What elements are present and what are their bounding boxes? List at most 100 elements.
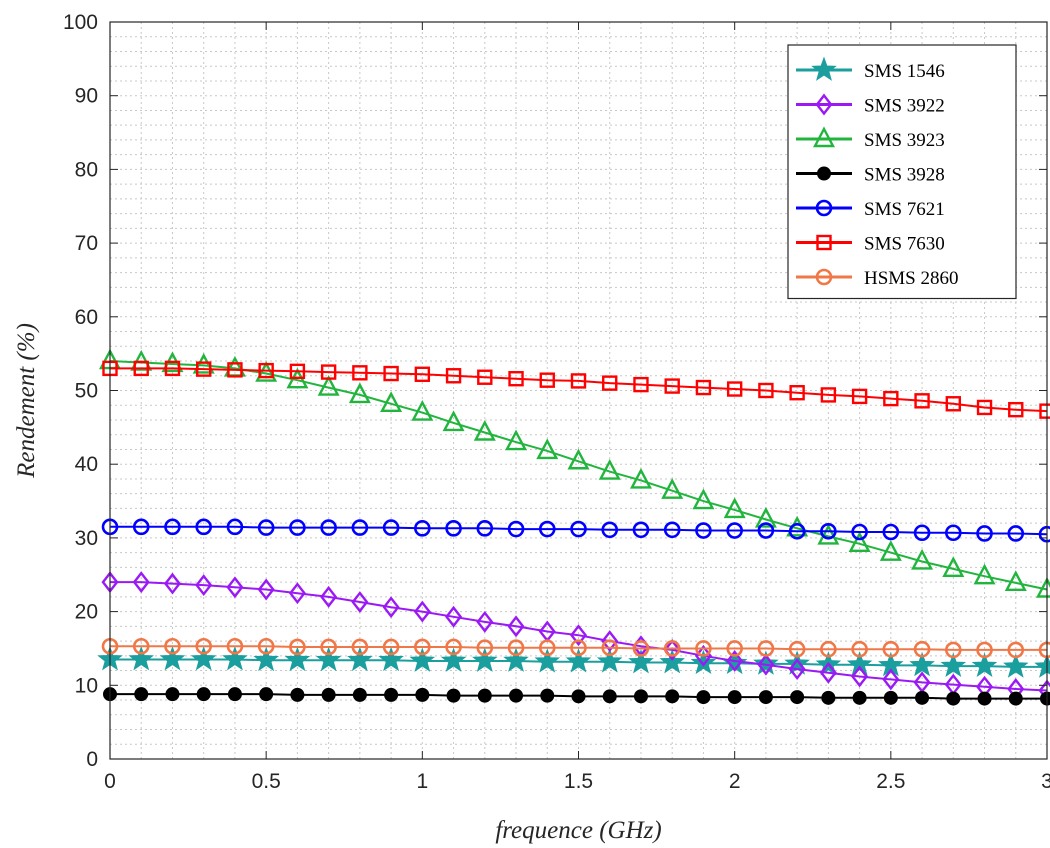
data-point [909, 651, 935, 677]
data-point [227, 687, 242, 702]
data-point [348, 382, 371, 404]
data-point [257, 578, 275, 601]
data-point [601, 630, 619, 653]
y-tick-label: 50 [75, 380, 98, 403]
data-point [757, 653, 775, 676]
legend-entry: SMS 3928 [796, 165, 945, 186]
data-point [383, 365, 399, 382]
data-point [570, 639, 587, 657]
data-point [195, 518, 212, 536]
series-sms-7621 [101, 518, 1050, 543]
data-point [663, 640, 681, 657]
data-point [380, 391, 403, 412]
x-tick-label: 1.5 [564, 770, 593, 793]
legend-label: SMS 3922 [864, 96, 945, 117]
data-point [633, 689, 648, 704]
data-point [320, 364, 337, 380]
data-point [195, 574, 213, 597]
data-point [913, 640, 931, 658]
data-point [505, 429, 528, 451]
data-point [852, 690, 867, 705]
data-point [570, 373, 587, 389]
legend-entry: SMS 1546 [796, 56, 945, 82]
data-point [663, 638, 681, 661]
data-point [567, 448, 590, 470]
data-point [507, 615, 525, 638]
data-point [415, 687, 430, 702]
data-point [257, 637, 275, 655]
data-point [911, 548, 934, 570]
data-point [661, 478, 684, 499]
data-point [284, 646, 311, 672]
data-point [601, 521, 619, 539]
data-point [851, 665, 869, 688]
legend-marker [811, 56, 837, 81]
data-point [289, 638, 306, 656]
data-point [913, 524, 931, 542]
data-point [790, 690, 805, 705]
data-point [539, 372, 555, 388]
data-point [473, 419, 496, 441]
data-point [883, 390, 899, 407]
data-point [132, 571, 150, 594]
data-point [255, 360, 278, 382]
data-point [820, 640, 837, 658]
legend-marker [815, 93, 833, 116]
legend-marker [817, 166, 831, 181]
data-point [320, 519, 337, 536]
data-point [472, 647, 498, 672]
x-tick-label: 0 [104, 770, 116, 793]
x-tick-label: 2.5 [876, 770, 905, 793]
data-point [347, 646, 373, 672]
data-point [632, 640, 650, 657]
data-point [317, 374, 340, 396]
data-point [196, 687, 211, 702]
data-point [914, 393, 930, 409]
data-point [758, 690, 773, 705]
data-point [222, 646, 248, 671]
data-point [882, 523, 900, 541]
data-point [602, 689, 617, 704]
data-point [164, 637, 181, 655]
data-point [289, 519, 306, 536]
data-point [882, 640, 900, 658]
x-tick-label: 0.5 [252, 770, 281, 793]
data-point [596, 648, 623, 673]
data-point [727, 690, 742, 705]
data-point [446, 688, 461, 703]
data-point [538, 520, 556, 538]
data-point [851, 523, 868, 541]
data-point [848, 531, 871, 552]
data-point [664, 378, 680, 394]
legend-label: SMS 7630 [864, 234, 945, 255]
data-point [538, 639, 556, 657]
data-point [976, 399, 993, 416]
data-point [411, 400, 434, 421]
legend-label: HSMS 2860 [864, 268, 959, 289]
data-point [757, 640, 775, 657]
data-point [382, 638, 400, 656]
data-point [883, 690, 898, 705]
legend-entry: SMS 7621 [796, 199, 945, 220]
data-point [503, 647, 529, 672]
legend-label: SMS 3923 [864, 130, 945, 151]
data-point [508, 371, 524, 387]
data-point [692, 488, 715, 510]
data-point [163, 572, 181, 595]
data-point [601, 639, 619, 657]
data-point [382, 519, 400, 536]
data-point [192, 352, 215, 374]
data-point [445, 605, 463, 628]
data-point [944, 641, 962, 659]
series-sms-1546 [97, 646, 1050, 678]
data-point [227, 362, 243, 378]
data-point [226, 637, 244, 655]
data-point [665, 689, 680, 704]
legend-entry: SMS 3923 [796, 126, 945, 151]
series-line [110, 525, 1048, 536]
legend-marker [816, 234, 832, 251]
data-point [690, 649, 717, 675]
data-point [442, 410, 465, 432]
legend-marker [815, 199, 833, 217]
